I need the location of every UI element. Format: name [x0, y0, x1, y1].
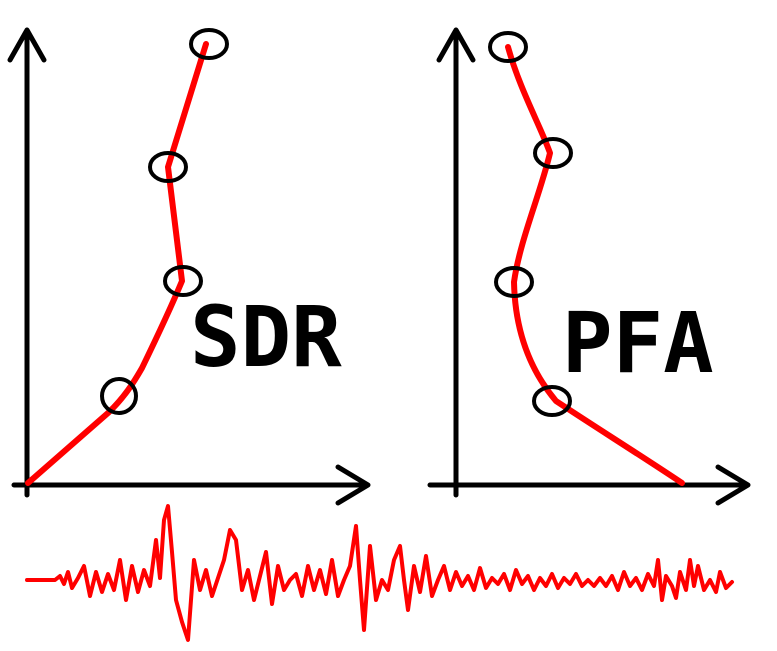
sdr-marker [163, 265, 203, 297]
pfa-profile-curve [505, 44, 685, 486]
sdr-x-axis [11, 464, 371, 506]
ground-motion-signal [25, 504, 734, 642]
pfa-x-axis [427, 464, 751, 506]
pfa-label: PFA [562, 294, 714, 392]
pfa-panel: PFA [427, 27, 751, 506]
sdr-marker [148, 151, 188, 183]
sdr-label: SDR [190, 288, 342, 386]
pfa-marker [488, 31, 528, 63]
sdr-marker [100, 377, 138, 415]
pfa-y-axis [436, 27, 476, 498]
pfa-marker [533, 137, 573, 169]
sdr-panel: SDR [7, 27, 371, 506]
sdr-profile-curve [25, 41, 209, 486]
sdr-marker [189, 28, 229, 60]
pfa-marker [494, 266, 534, 298]
pfa-marker [532, 385, 572, 417]
sdr-y-axis [7, 27, 47, 498]
